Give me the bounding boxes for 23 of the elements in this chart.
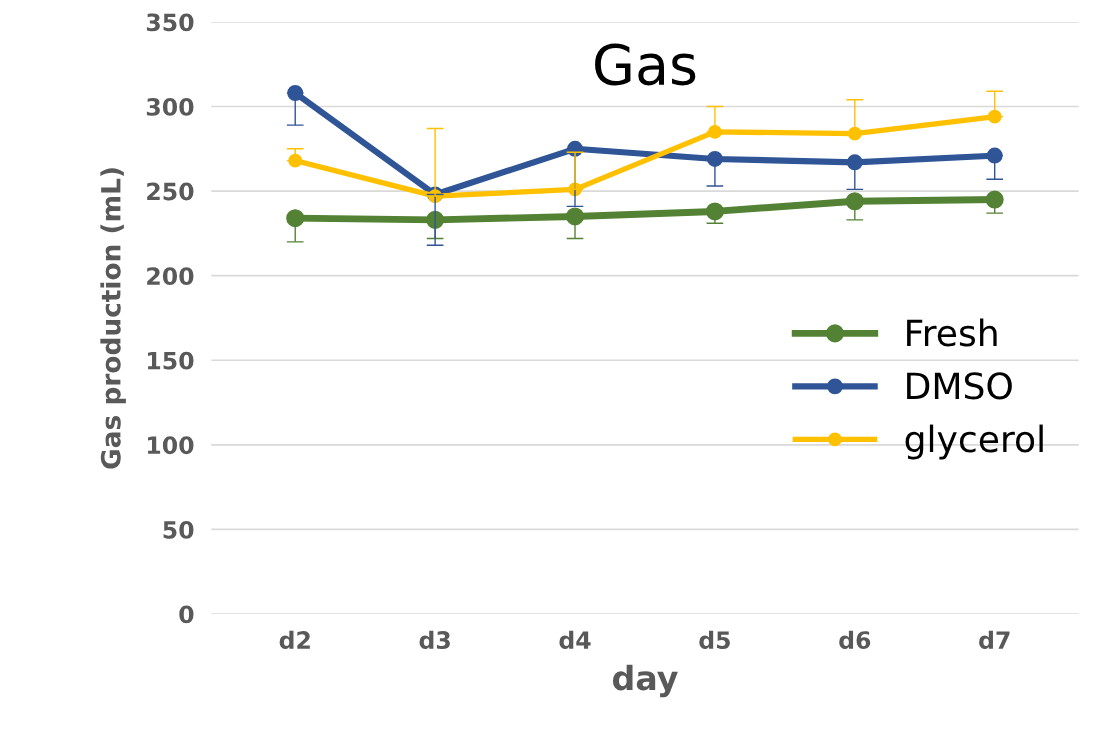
y-tick-label: 200 <box>147 267 194 285</box>
chart-title: Gas <box>595 43 696 86</box>
point <box>705 202 724 221</box>
x-tick-label: d6 <box>839 630 871 649</box>
point <box>985 190 1004 209</box>
x-tick-label: d5 <box>699 630 730 649</box>
x-tick-label: d4 <box>559 630 591 649</box>
legend-label: Fresh <box>907 318 997 347</box>
y-axis-title: Gas production (mL) <box>100 168 126 469</box>
y-tick-label: 100 <box>147 436 194 455</box>
x-axis-title: day <box>612 664 678 698</box>
y-tick-label: 50 <box>163 520 194 539</box>
legend-label: glycerol <box>905 424 1043 460</box>
y-tick-label: 300 <box>146 97 194 116</box>
y-tick-label: 150 <box>147 351 194 370</box>
x-tick-label: d7 <box>979 630 1010 649</box>
y-tick-label: 0 <box>179 605 194 624</box>
y-tick-label: 250 <box>147 182 194 201</box>
legend-label: DMSO <box>907 372 1012 400</box>
x-tick-label: d3 <box>419 630 450 649</box>
point <box>845 192 864 211</box>
x-tick-label: d2 <box>279 630 310 649</box>
y-tick-label: 350 <box>146 13 194 32</box>
